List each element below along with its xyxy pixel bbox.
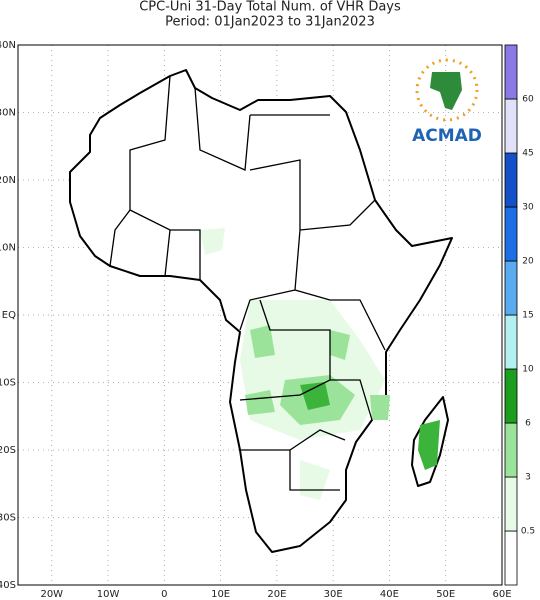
x-tick-label: 20E <box>267 589 286 600</box>
colorbar-box <box>504 206 518 262</box>
x-tick-label: 30E <box>324 589 343 600</box>
y-tick-label: 40S <box>0 580 16 591</box>
colorbar-label: 0.5 <box>521 527 535 537</box>
logo: ACMAD <box>412 58 482 146</box>
logo-text: ACMAD <box>412 126 482 146</box>
y-tick-label: 10N <box>0 243 16 254</box>
colorbar-label: 60 <box>522 95 534 105</box>
colorbar-box <box>504 530 518 586</box>
colorbar-box <box>504 260 518 316</box>
y-tick-label: 10S <box>0 378 16 389</box>
colorbar-box <box>504 152 518 208</box>
colorbar-label: 15 <box>522 311 533 321</box>
colorbar-label: 6 <box>525 419 531 429</box>
y-tick-label: 30N <box>0 108 16 119</box>
colorbar-box <box>504 44 518 100</box>
x-tick-label: 50E <box>436 589 455 600</box>
colorbar-box <box>504 98 518 154</box>
colorbar: 0.5 3 6 10 15 20 30 45 60 <box>504 44 535 586</box>
x-tick-label: 40E <box>380 589 399 600</box>
x-tick-label: 60E <box>492 589 511 600</box>
africa <box>69 69 453 553</box>
y-tick-label: 20S <box>0 445 16 456</box>
colorbar-label: 45 <box>522 149 533 159</box>
colorbar-label: 3 <box>525 473 531 483</box>
colorbar-box <box>504 314 518 370</box>
map-frame <box>17 44 503 586</box>
title: CPC-Uni 31-Day Total Num. of VHR Days <box>139 0 401 15</box>
logo-africa <box>430 72 462 110</box>
x-tick-label: 0 <box>161 589 167 600</box>
x-tick-label: 10W <box>97 589 120 600</box>
colorbar-label: 30 <box>522 203 534 213</box>
colorbar-box <box>504 476 518 532</box>
colorbar-label: 20 <box>522 257 534 267</box>
logo-sun <box>415 58 479 122</box>
subtitle: Period: 01Jan2023 to 31Jan2023 <box>165 15 375 30</box>
colorbar-box <box>504 368 518 424</box>
colorbar-box <box>504 422 518 478</box>
x-tick-label: 10E <box>211 589 230 600</box>
y-tick-label: EQ <box>2 310 16 321</box>
y-tick-label: 20N <box>0 175 16 186</box>
y-tick-label: 40N <box>0 40 16 51</box>
y-tick-label: 30S <box>0 513 16 524</box>
colorbar-label: 10 <box>522 365 534 375</box>
x-tick-label: 20W <box>40 589 63 600</box>
